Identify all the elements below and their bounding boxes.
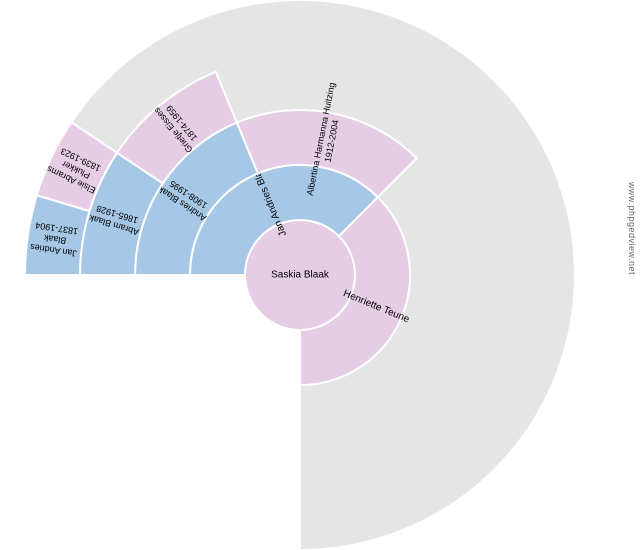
watermark: www.phpgedview.net xyxy=(627,182,637,275)
fan-chart: Saskia BlaakJan Andries BlaakHenriette T… xyxy=(0,0,640,550)
root-label: Saskia Blaak xyxy=(271,270,330,281)
